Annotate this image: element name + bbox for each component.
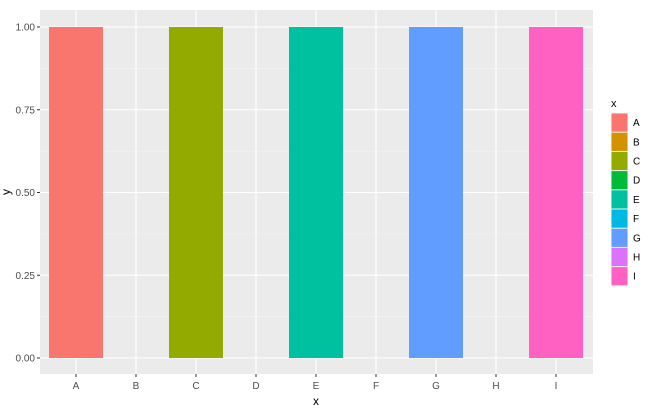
legend-swatch-I xyxy=(611,267,628,286)
x-axis-title: x xyxy=(313,394,319,408)
legend-swatch-F xyxy=(611,209,628,228)
legend-swatch-G xyxy=(611,228,628,247)
bar-I xyxy=(529,27,583,358)
legend-swatch-B xyxy=(611,132,628,151)
legend-swatch-E xyxy=(611,190,628,209)
x-axis-ticks: A B C D E F G H I xyxy=(73,374,558,392)
legend-swatch-H xyxy=(611,247,628,267)
legend-title: x xyxy=(611,98,617,110)
y-axis-title: y xyxy=(0,189,13,195)
legend-label-E: E xyxy=(633,195,640,206)
x-tick-label: D xyxy=(252,381,259,392)
x-tick-label: E xyxy=(313,381,320,392)
legend-swatch-D xyxy=(611,171,628,190)
bar-G xyxy=(409,27,463,358)
x-tick-label: F xyxy=(373,381,379,392)
x-tick-label: I xyxy=(555,381,558,392)
x-tick-label: C xyxy=(192,381,199,392)
x-tick-label: B xyxy=(133,381,140,392)
legend-label-G: G xyxy=(633,233,641,244)
x-tick-label: A xyxy=(73,381,80,392)
x-tick-label: G xyxy=(432,381,440,392)
legend-label-H: H xyxy=(633,253,640,264)
legend-label-C: C xyxy=(633,157,640,168)
x-tick-label: H xyxy=(492,381,499,392)
bar-A xyxy=(49,27,103,358)
legend-swatch-C xyxy=(611,151,628,171)
legend-label-I: I xyxy=(633,272,636,283)
legend-label-F: F xyxy=(633,214,639,225)
y-axis-ticks: 0.00 0.25 0.50 0.75 1.00 xyxy=(16,23,40,365)
legend-label-A: A xyxy=(633,118,640,129)
bar-C xyxy=(169,27,223,358)
y-tick-label: 0.25 xyxy=(16,271,36,282)
y-tick-label: 0.50 xyxy=(16,188,36,199)
legend-label-D: D xyxy=(633,176,640,187)
bar-E xyxy=(289,27,343,358)
bars xyxy=(49,27,583,358)
y-tick-label: 0.00 xyxy=(16,354,36,365)
legend-label-B: B xyxy=(633,137,640,148)
legend-swatch-A xyxy=(611,113,628,132)
y-tick-label: 0.75 xyxy=(16,105,36,116)
y-tick-label: 1.00 xyxy=(16,23,36,34)
